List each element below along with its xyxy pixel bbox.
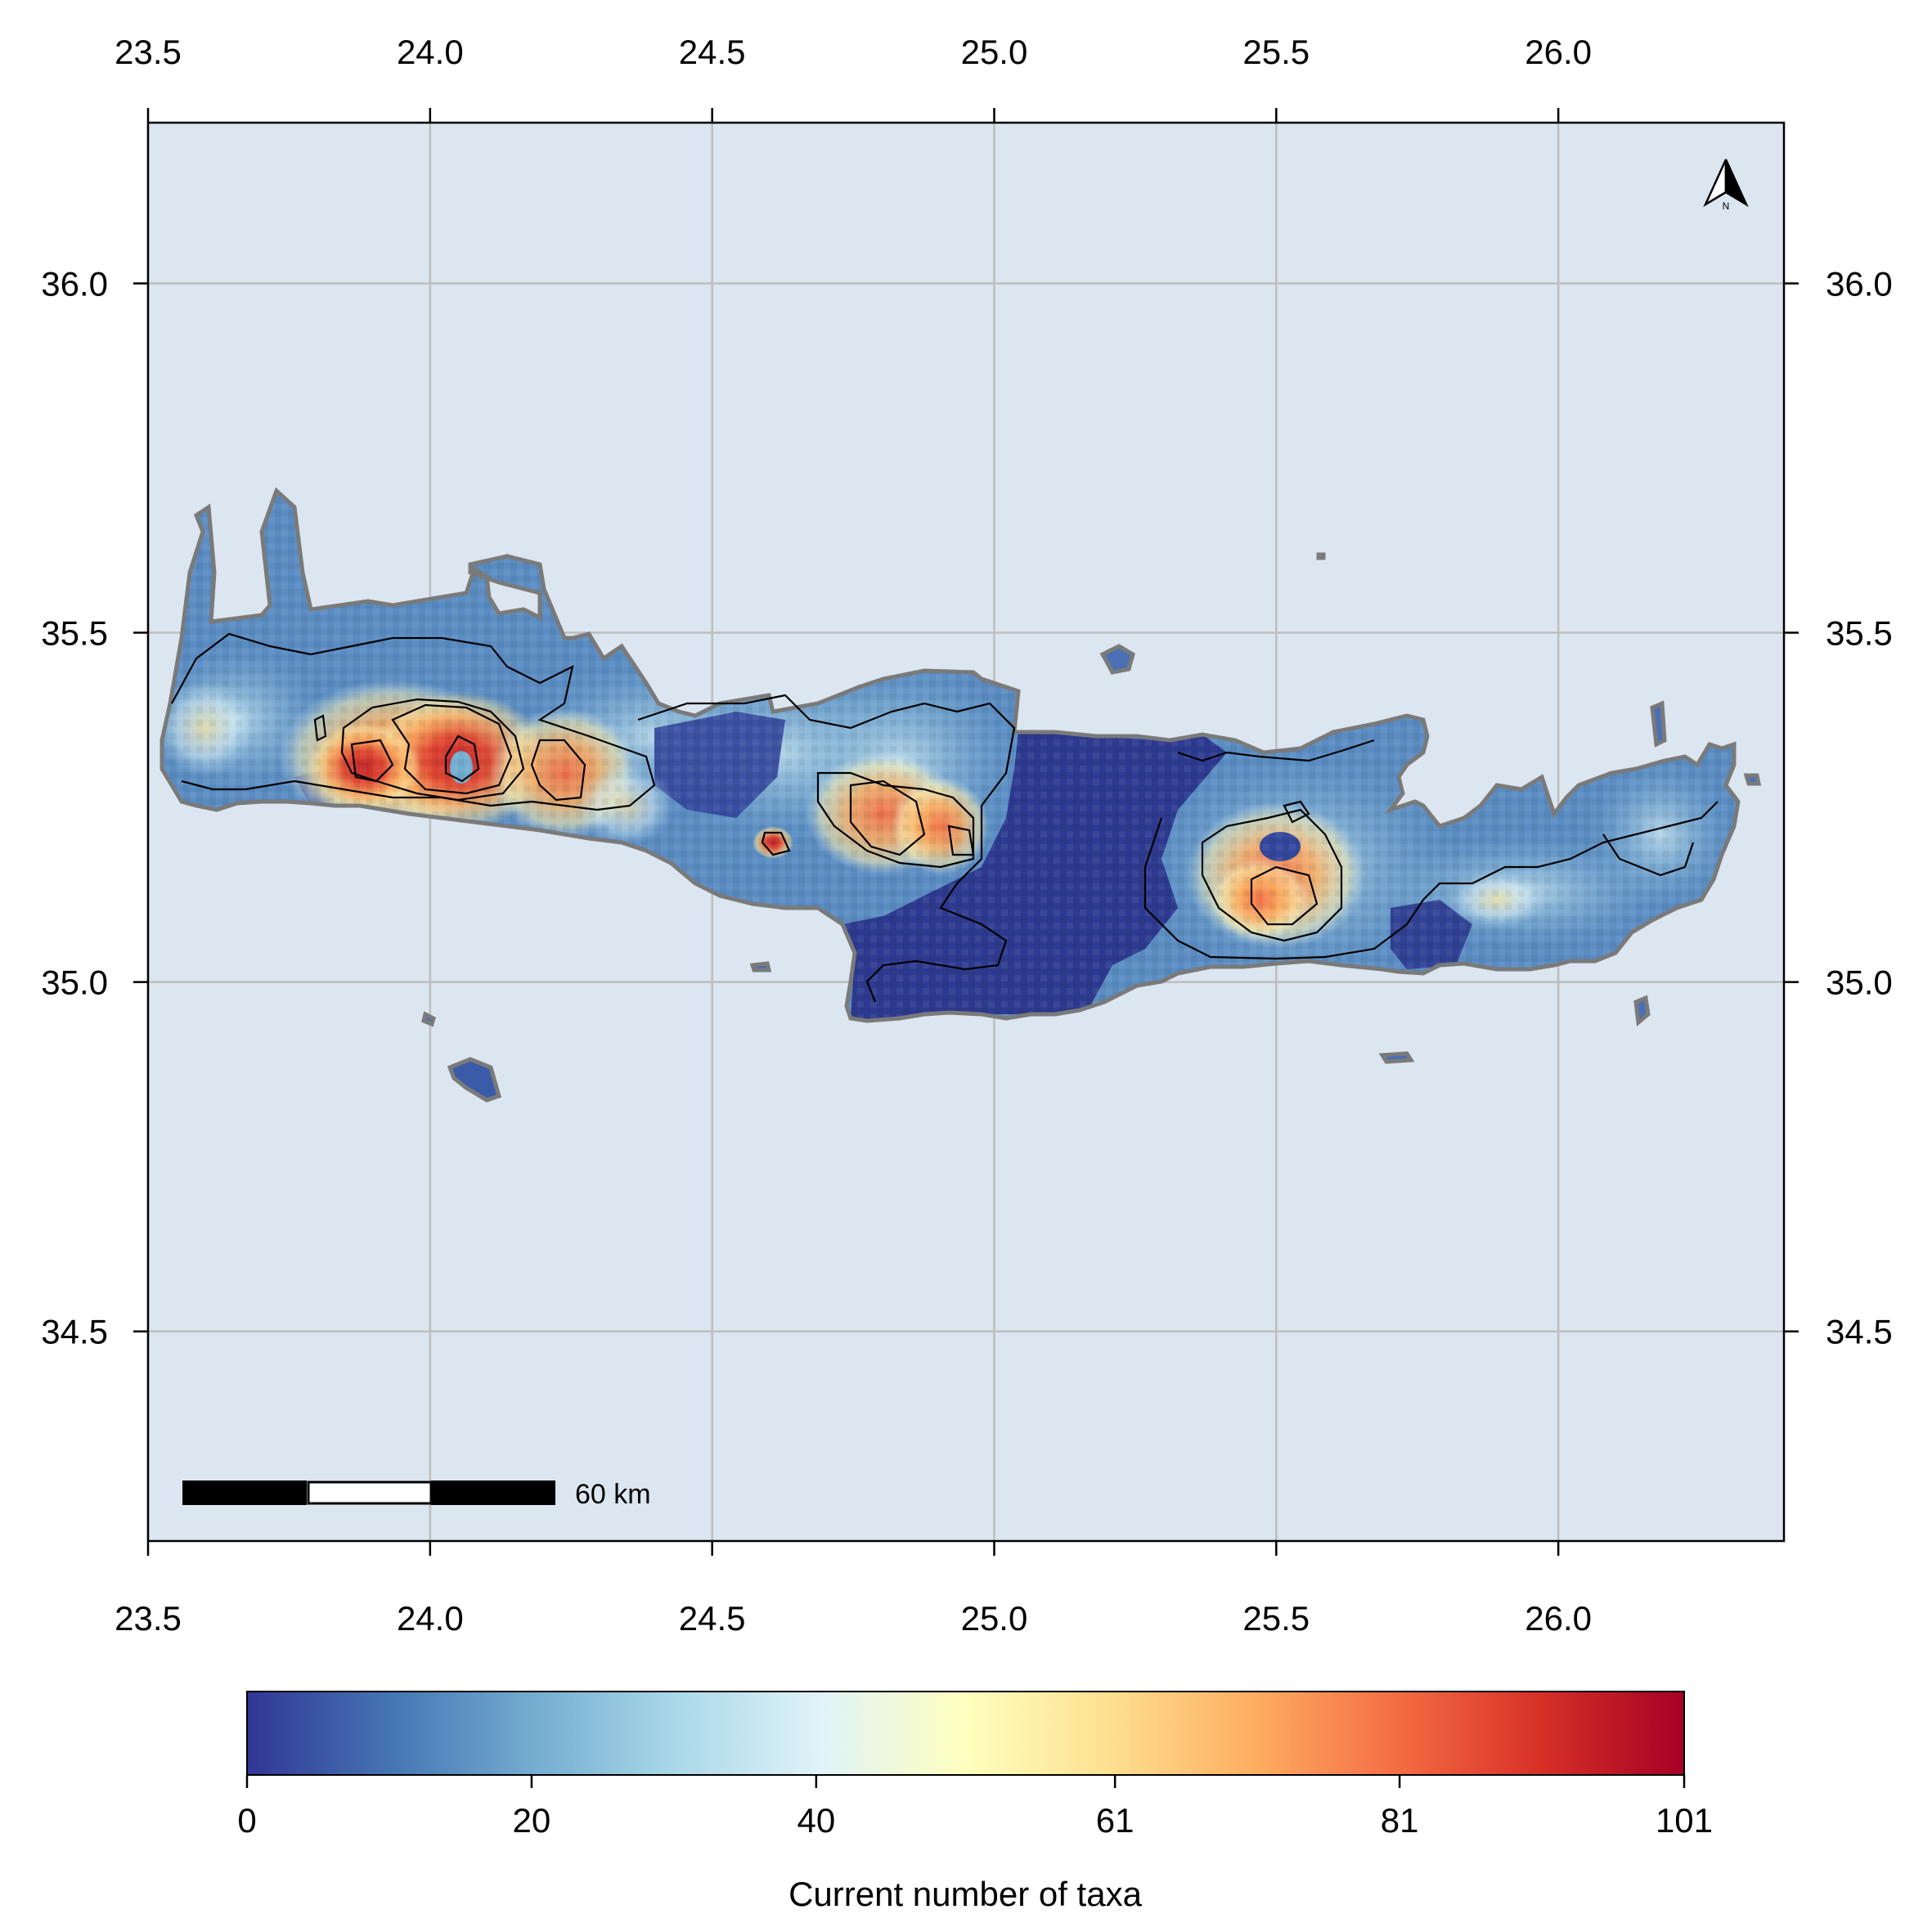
x-tick-label-bottom: 24.5 (679, 1599, 746, 1638)
x-tick-label-bottom: 23.5 (115, 1599, 182, 1638)
richness-contours (171, 632, 1719, 1003)
colorbar-ticks: 0 20 40 61 81 101 (237, 1775, 1713, 1840)
colorbar-title: Current number of taxa (789, 1875, 1143, 1913)
x-tick-label-top: 26.0 (1525, 33, 1592, 71)
colorbar-tick-label: 101 (1656, 1801, 1713, 1840)
scale-bar-label: 60 km (575, 1479, 651, 1510)
x-tick-label-bottom: 24.0 (397, 1599, 464, 1638)
x-tick-label-bottom: 26.0 (1525, 1599, 1592, 1638)
y-tick-label-right: 35.5 (1826, 614, 1893, 653)
north-arrow-label: N (1723, 200, 1730, 212)
colorbar-tick-label: 20 (513, 1801, 551, 1840)
y-tick-label-left: 34.5 (41, 1313, 108, 1351)
plot-frame (146, 121, 1786, 1543)
x-tick-label-bottom: 25.0 (961, 1599, 1028, 1638)
north-arrow-icon: N (1703, 159, 1749, 212)
y-tick-label-right: 34.5 (1826, 1313, 1893, 1351)
colorbar-tick-label: 0 (237, 1801, 256, 1840)
x-tick-label-top: 25.0 (961, 33, 1028, 71)
y-tick-label-left: 35.0 (41, 964, 108, 1002)
x-tick-label-top: 25.5 (1242, 33, 1310, 71)
small-islands (421, 552, 1762, 1103)
axes: 23.5 23.5 24.0 24.0 24.5 24.5 25.0 25.0 25.5 25.5… (41, 33, 1893, 1638)
scale-bar: 60 km (182, 1479, 651, 1510)
x-tick-label-top: 23.5 (115, 33, 182, 71)
x-tick-label-top: 24.5 (679, 33, 746, 71)
x-tick-label-bottom: 25.5 (1242, 1599, 1310, 1638)
colorbar-tick-label: 81 (1381, 1801, 1419, 1840)
y-tick-label-right: 36.0 (1826, 264, 1893, 303)
x-tick-label-top: 24.0 (397, 33, 464, 71)
colorbar-tick-label: 61 (1096, 1801, 1134, 1840)
y-tick-label-right: 35.0 (1826, 964, 1893, 1002)
colorbar-tick-label: 40 (797, 1801, 835, 1840)
y-tick-label-left: 35.5 (41, 614, 108, 653)
colorbar-legend: 0 20 40 61 81 101 Current number of taxa (237, 1691, 1713, 1913)
colorbar (246, 1691, 1685, 1776)
y-tick-label-left: 36.0 (41, 264, 108, 303)
